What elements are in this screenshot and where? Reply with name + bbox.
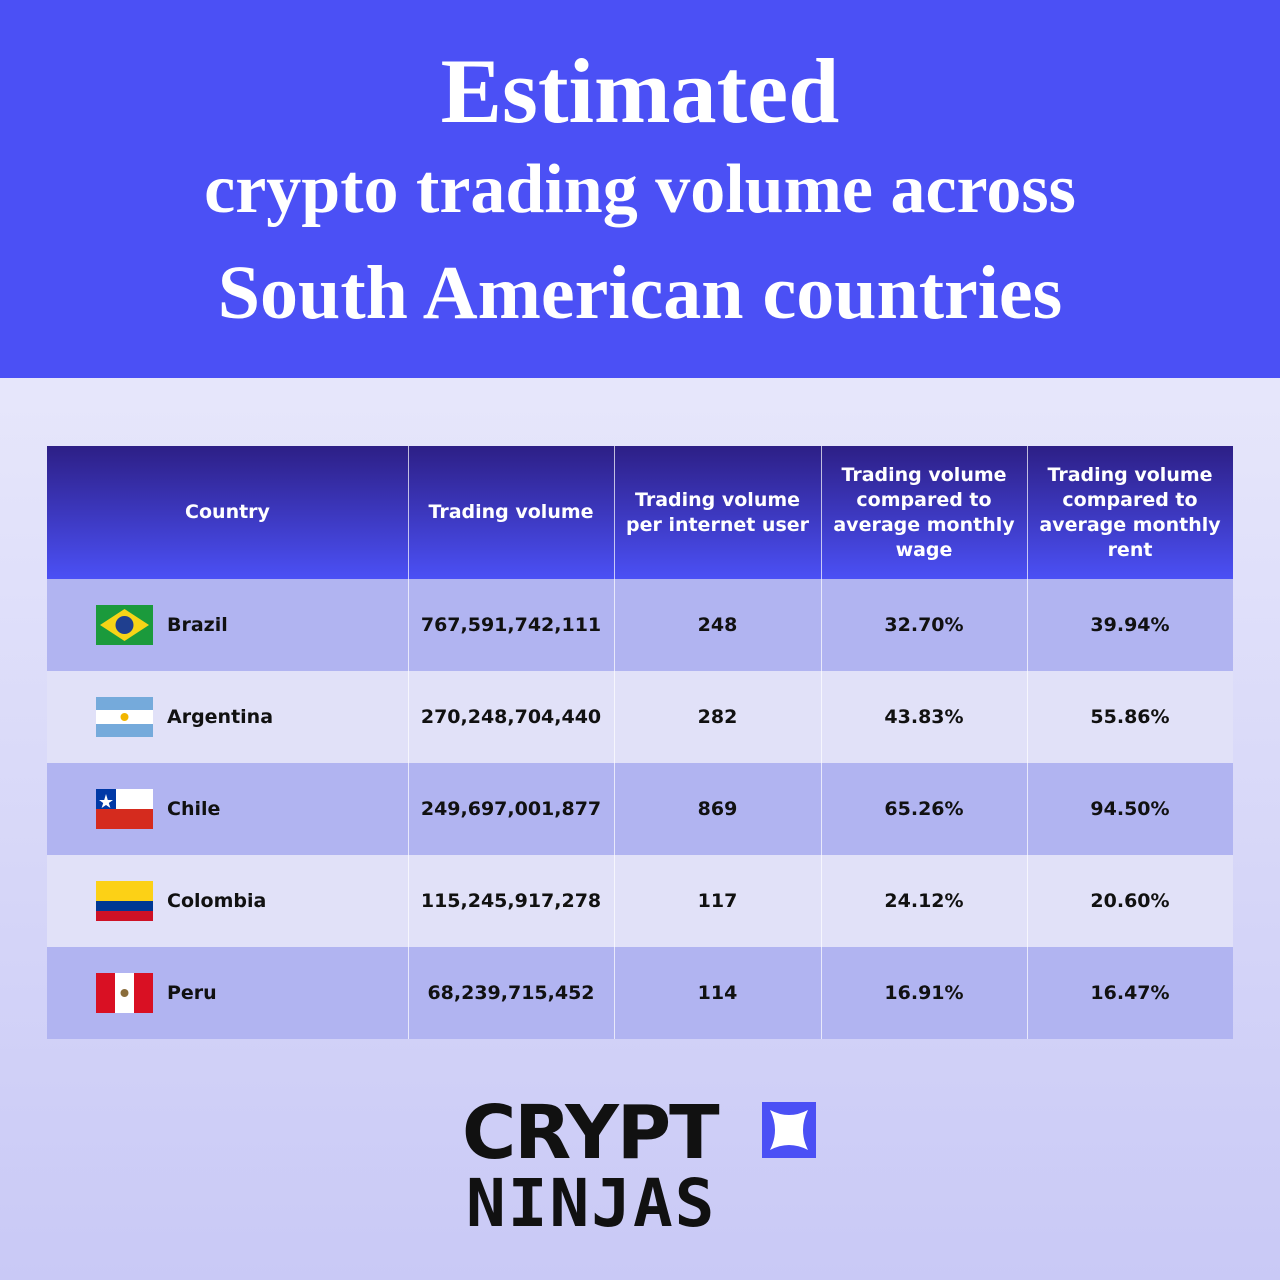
table-cell: 65.26% [884,798,964,820]
column-header: Trading volume [428,501,594,523]
table-cell: 24.12% [884,890,964,912]
table-cell: 767,591,742,111 [420,614,602,636]
table-cell: 249,697,001,877 [420,798,602,820]
title-line: Estimated [440,40,840,142]
table-cell: 39.94% [1090,614,1170,636]
column-header: Trading volume per internet user [625,488,810,536]
country-name: Colombia [167,890,267,912]
column-divider [408,446,409,1039]
country-name: Argentina [167,706,274,728]
logo-text: CRYPT [462,1090,720,1176]
country-name: Chile [167,798,221,820]
column-header: Country [185,501,270,523]
flag [96,973,153,1013]
table-cell: 248 [697,614,738,636]
table-cell: 16.47% [1090,982,1170,1004]
flag [96,789,153,829]
table-cell: 114 [697,982,738,1004]
table-cell: 94.50% [1090,798,1170,820]
column-divider [821,446,822,1039]
table-cell: 32.70% [884,614,964,636]
header: Estimated crypto trading volume across S… [0,0,1280,378]
header-row [47,446,1233,579]
flag [96,881,153,921]
table-cell: 16.91% [884,982,964,1004]
table-cell: 115,245,917,278 [420,890,602,912]
table-cell: 20.60% [1090,890,1170,912]
title-line: crypto trading volume across [204,151,1076,228]
column-divider [1027,446,1028,1039]
column-header: Trading volume compared to average month… [833,463,1015,561]
country-name: Peru [167,982,217,1004]
flag [96,697,153,737]
table-cell: 68,239,715,452 [427,982,595,1004]
table-cell: 117 [697,890,738,912]
logo-text: NINJAS [466,1165,717,1242]
flag [96,605,153,645]
column-header: Trading volume compared to average month… [1039,463,1221,561]
table-row [47,855,1233,947]
table-cell: 270,248,704,440 [420,706,602,728]
table-row [47,579,1233,671]
table-row [47,671,1233,763]
logo-icon [762,1102,816,1158]
country-name: Brazil [167,614,228,636]
table-cell: 55.86% [1090,706,1170,728]
table-cell: 869 [697,798,738,820]
title-line: South American countries [217,251,1063,335]
table-cell: 282 [697,706,738,728]
table-cell: 43.83% [884,706,964,728]
column-divider [614,446,615,1039]
table-row [47,763,1233,855]
table: Country Trading volume Trading volume per … [47,446,1233,1040]
table-row [47,947,1233,1039]
